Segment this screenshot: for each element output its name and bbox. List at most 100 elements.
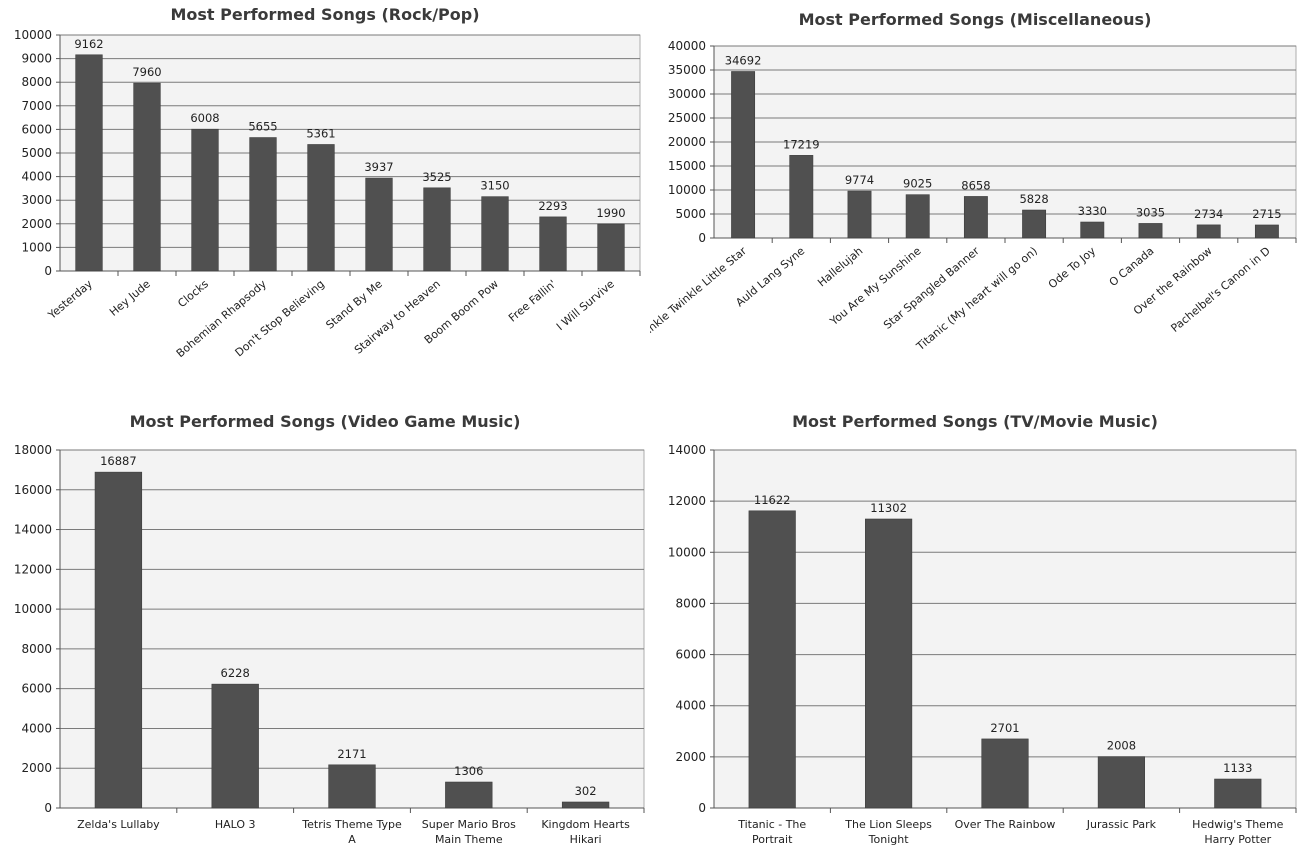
bar bbox=[75, 54, 103, 272]
x-category-label: Hedwig's Theme bbox=[1192, 818, 1283, 831]
chart-miscellaneous: Most Performed Songs (Miscellaneous) 0 500… bbox=[650, 0, 1300, 385]
data-label: 2171 bbox=[337, 747, 366, 761]
x-category-label: Pachelbel's Canon in D bbox=[1168, 244, 1272, 335]
chart-video-game-music: Most Performed Songs (Video Game Music) 0… bbox=[0, 405, 650, 848]
x-category-label: Hallelujah bbox=[815, 244, 865, 289]
bar bbox=[847, 190, 872, 239]
x-category-label: Titanic - The bbox=[737, 818, 806, 831]
y-tick-label: 15000 bbox=[668, 159, 706, 173]
data-label: 1133 bbox=[1223, 761, 1252, 775]
y-tick-label: 2000 bbox=[675, 750, 706, 764]
x-category-label: Zelda's Lullaby bbox=[77, 818, 160, 831]
y-tick-label: 6000 bbox=[21, 122, 52, 136]
x-category-label: Stand By Me bbox=[323, 277, 385, 332]
bar bbox=[981, 738, 1029, 809]
y-tick-label: 8000 bbox=[21, 642, 52, 656]
x-category-label: HALO 3 bbox=[215, 818, 256, 831]
data-label: 302 bbox=[575, 784, 597, 798]
data-label: 3150 bbox=[480, 179, 509, 193]
data-label: 7960 bbox=[132, 65, 161, 79]
data-label: 11302 bbox=[870, 501, 907, 515]
data-label: 2734 bbox=[1194, 207, 1223, 221]
x-category-label: Yesterday bbox=[45, 277, 95, 322]
y-tick-label: 20000 bbox=[668, 135, 706, 149]
x-category-label: Harry Potter bbox=[1204, 833, 1271, 846]
data-label: 2008 bbox=[1107, 739, 1136, 753]
y-tick-label: 25000 bbox=[668, 111, 706, 125]
data-label: 1990 bbox=[596, 206, 625, 220]
bar bbox=[731, 71, 756, 239]
data-label: 9774 bbox=[845, 173, 874, 187]
chart-miscellaneous-svg: Most Performed Songs (Miscellaneous) 0 500… bbox=[650, 10, 1297, 354]
x-category-label: Tonight bbox=[868, 833, 910, 846]
y-tick-label: 6000 bbox=[21, 682, 52, 696]
y-tick-label: 0 bbox=[44, 801, 52, 815]
y-tick-label: 8000 bbox=[21, 75, 52, 89]
data-label: 3330 bbox=[1078, 204, 1107, 218]
chart-tv-movie-music: Most Performed Songs (TV/Movie Music) 0 20… bbox=[650, 405, 1300, 848]
y-tick-label: 2000 bbox=[21, 217, 52, 231]
data-label: 17219 bbox=[783, 137, 820, 151]
bar bbox=[1080, 221, 1105, 239]
y-tick-label: 14000 bbox=[668, 443, 706, 457]
y-tick-label: 2000 bbox=[21, 761, 52, 775]
bar bbox=[94, 471, 143, 809]
bar bbox=[307, 144, 335, 272]
y-tick-label: 6000 bbox=[675, 648, 706, 662]
bar bbox=[133, 82, 161, 272]
data-label: 1306 bbox=[454, 764, 483, 778]
y-tick-label: 12000 bbox=[668, 494, 706, 508]
bar bbox=[789, 155, 814, 239]
bar bbox=[249, 137, 277, 272]
bar bbox=[211, 683, 259, 809]
chart-title: Most Performed Songs (Video Game Music) bbox=[130, 412, 521, 431]
y-tick-label: 7000 bbox=[21, 99, 52, 113]
y-tick-label: 5000 bbox=[21, 146, 52, 160]
chart-title: Most Performed Songs (Rock/Pop) bbox=[170, 5, 479, 24]
y-tick-label: 35000 bbox=[668, 63, 706, 77]
data-label: 2701 bbox=[990, 721, 1019, 735]
y-tick-label: 4000 bbox=[21, 170, 52, 184]
data-label: 3035 bbox=[1136, 205, 1165, 219]
data-label: 9025 bbox=[903, 177, 932, 191]
y-tick-label: 4000 bbox=[21, 721, 52, 735]
bar bbox=[1214, 778, 1262, 809]
x-category-label: Free Fallin' bbox=[506, 277, 559, 324]
y-tick-label: 1000 bbox=[21, 240, 52, 254]
y-tick-label: 10000 bbox=[14, 602, 52, 616]
chart-tv-movie-music-svg: Most Performed Songs (TV/Movie Music) 0 20… bbox=[668, 412, 1297, 846]
y-tick-label: 5000 bbox=[675, 207, 706, 221]
x-category-label: Main Theme bbox=[435, 833, 503, 846]
x-category-label: Kingdom Hearts bbox=[541, 818, 630, 831]
bar bbox=[445, 781, 493, 809]
data-label: 11622 bbox=[754, 493, 791, 507]
chart-video-game-music-svg: Most Performed Songs (Video Game Music) 0… bbox=[14, 412, 645, 846]
data-label: 2715 bbox=[1252, 207, 1281, 221]
x-category-label: Super Mario Bros bbox=[422, 818, 516, 831]
chart-title: Most Performed Songs (TV/Movie Music) bbox=[792, 412, 1158, 431]
bar bbox=[561, 801, 610, 809]
data-label: 5828 bbox=[1019, 192, 1048, 206]
data-label: 5655 bbox=[248, 120, 277, 134]
y-tick-label: 40000 bbox=[668, 39, 706, 53]
bar bbox=[1138, 223, 1163, 239]
x-category-label: Hey Jude bbox=[107, 277, 153, 319]
bar bbox=[865, 518, 913, 809]
y-tick-label: 9000 bbox=[21, 52, 52, 66]
y-tick-label: 18000 bbox=[14, 443, 52, 457]
data-label: 16887 bbox=[100, 454, 137, 468]
data-label: 3937 bbox=[364, 160, 393, 174]
x-category-label: Titanic (My heart will go on) bbox=[913, 244, 1040, 353]
bar bbox=[365, 177, 393, 272]
y-tick-label: 10000 bbox=[668, 183, 706, 197]
y-tick-label: 30000 bbox=[668, 87, 706, 101]
y-tick-label: 3000 bbox=[21, 193, 52, 207]
bar bbox=[963, 196, 988, 239]
y-tick-label: 0 bbox=[698, 231, 706, 245]
bar bbox=[423, 187, 451, 272]
data-label: 6008 bbox=[190, 111, 219, 125]
bar bbox=[191, 128, 219, 272]
x-category-label: Star Spangled Banner bbox=[881, 244, 982, 332]
y-tick-label: 4000 bbox=[675, 699, 706, 713]
x-category-label: Ode To Joy bbox=[1046, 244, 1099, 291]
